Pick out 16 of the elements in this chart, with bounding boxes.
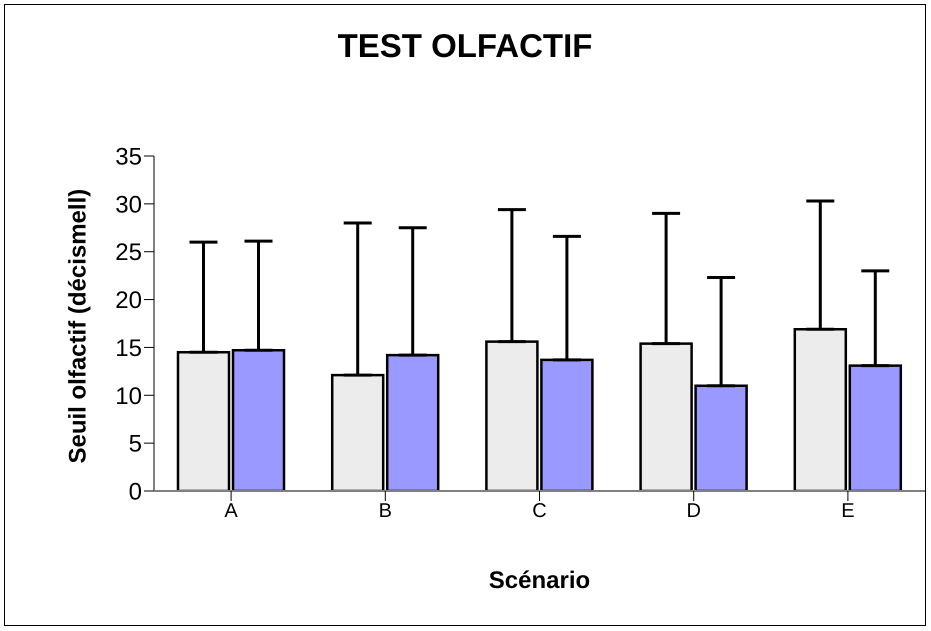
x-axis-title: Scénario <box>488 567 590 594</box>
x-tick-label: A <box>224 500 238 522</box>
x-tick-label: E <box>841 500 855 522</box>
y-tick-label: 25 <box>115 239 142 266</box>
y-tick-label: 15 <box>115 334 142 362</box>
y-tick-label: 0 <box>128 478 142 506</box>
x-tick-label: D <box>686 500 701 522</box>
y-tick-label: 35 <box>115 144 142 171</box>
chart-title: TEST OLFACTIF <box>336 27 594 65</box>
y-tick-label: 10 <box>115 382 142 410</box>
y-tick-label: 30 <box>115 191 142 218</box>
y-axis-title: Seuil olfactif (décismell) <box>64 188 92 464</box>
y-tick-label: 5 <box>128 430 142 458</box>
x-tick-label: C <box>532 500 547 522</box>
y-tick-label: 20 <box>115 287 142 314</box>
x-tick-label: B <box>378 500 392 522</box>
